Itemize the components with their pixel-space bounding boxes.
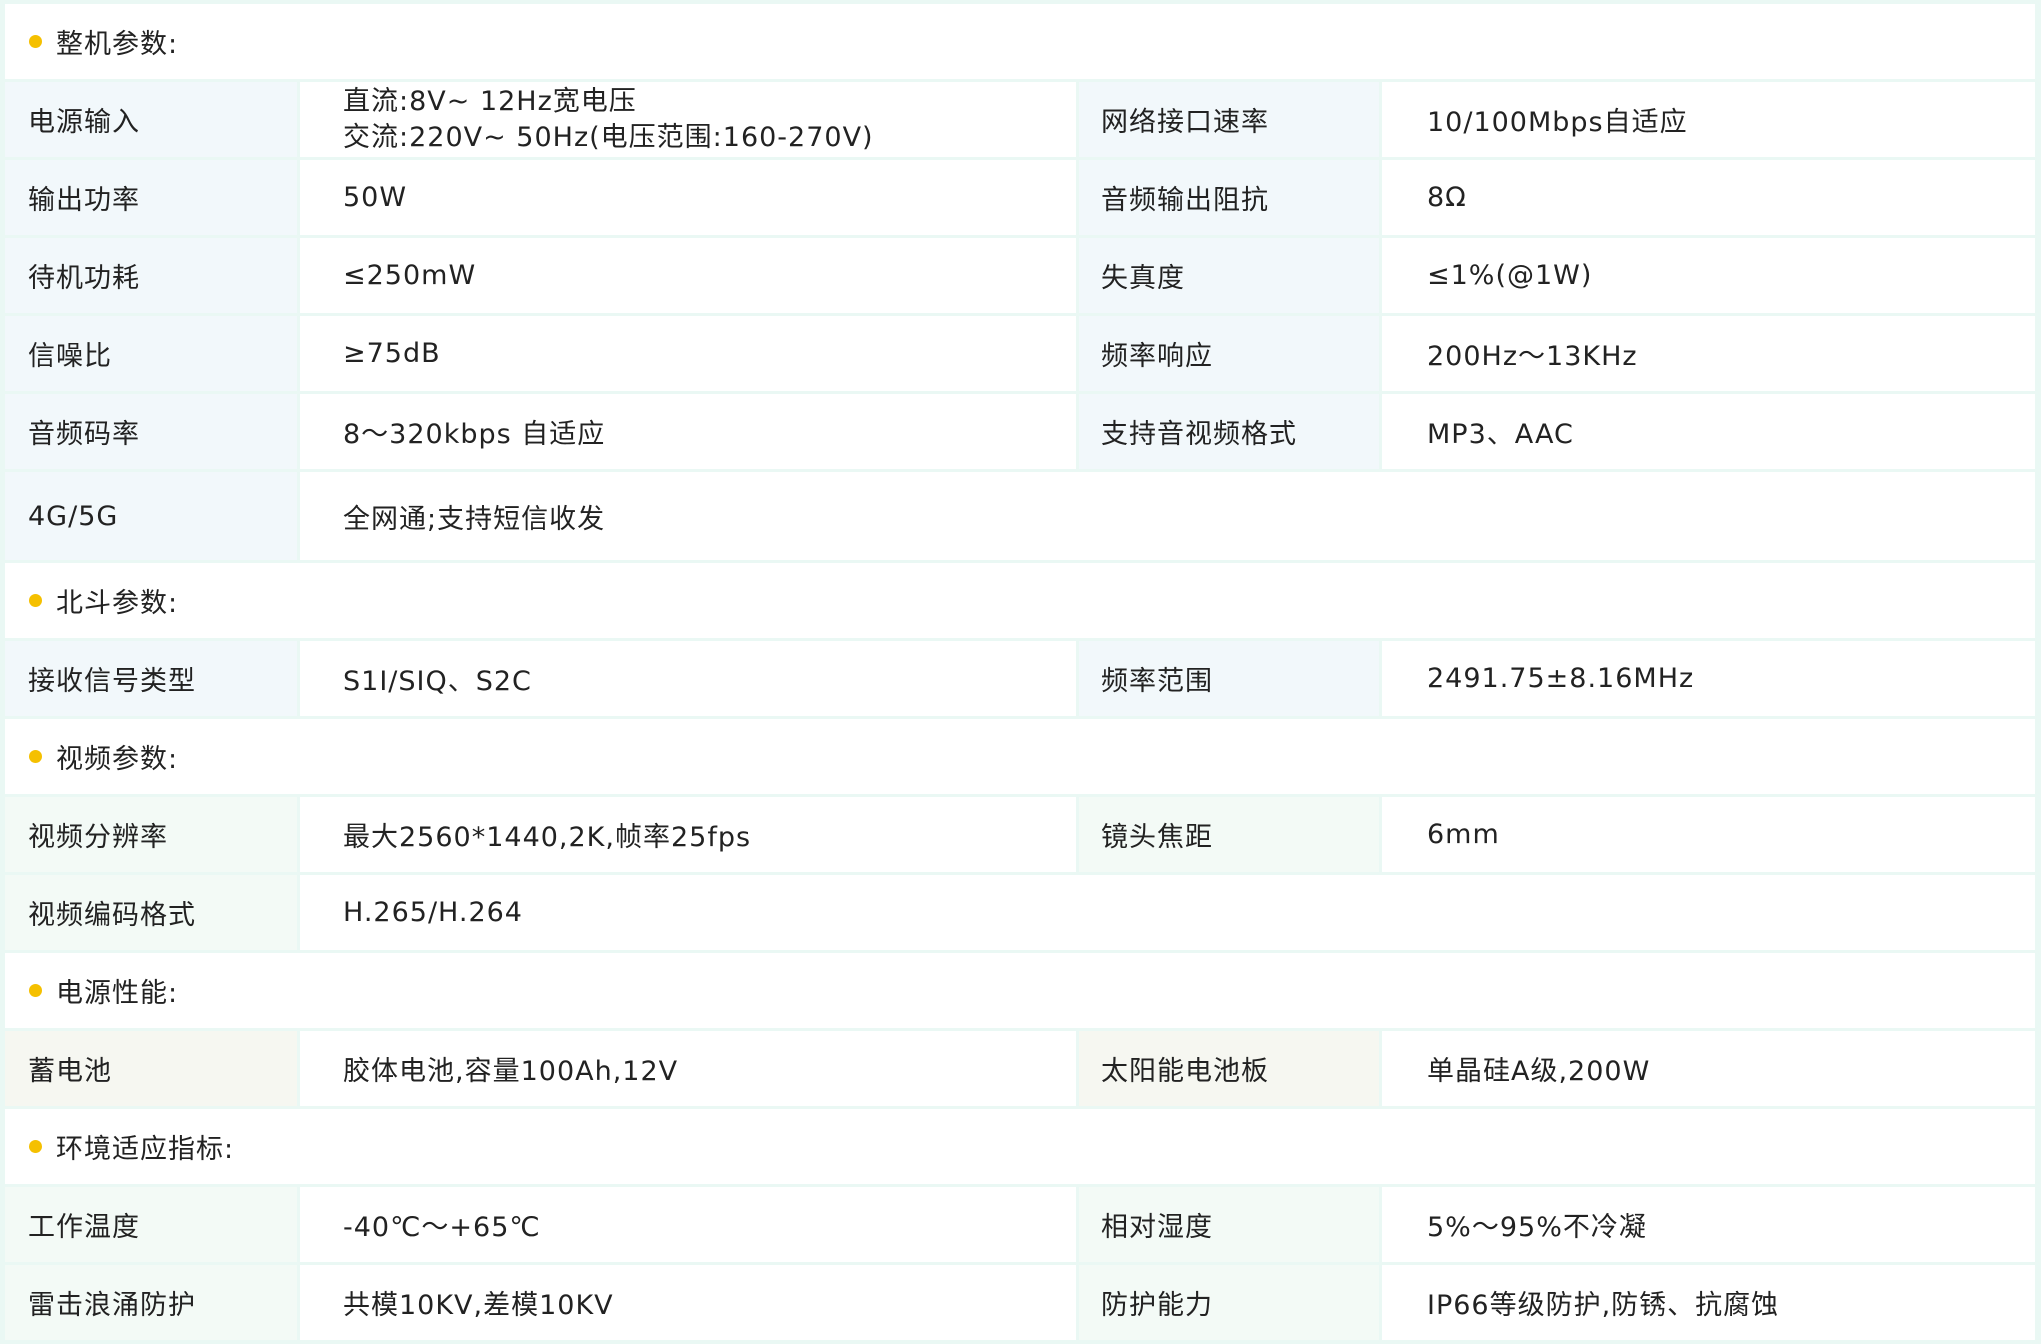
spec-value: -40℃～+65℃ bbox=[300, 1187, 1076, 1262]
spec-value: H.265/H.264 bbox=[300, 875, 2035, 950]
spec-value: IP66等级防护,防锈、抗腐蚀 bbox=[1382, 1265, 2035, 1340]
spec-value-line: 直流:8V~ 12Hz宽电压 bbox=[343, 85, 637, 117]
bullet-dot-icon bbox=[29, 1140, 42, 1153]
bullet-dot-icon bbox=[29, 35, 42, 48]
spec-value: 200Hz～13KHz bbox=[1382, 316, 2035, 391]
spec-row: 接收信号类型 S1I/SIQ、S2C 频率范围 2491.75±8.16MHz bbox=[5, 641, 2035, 716]
spec-label: 频率响应 bbox=[1079, 316, 1379, 391]
spec-value: 8Ω bbox=[1382, 160, 2035, 235]
spec-row: 视频编码格式 H.265/H.264 bbox=[5, 875, 2035, 950]
bullet-dot-icon bbox=[29, 594, 42, 607]
spec-value: 单晶硅A级,200W bbox=[1382, 1031, 2035, 1106]
spec-value-line: S1I/SIQ、S2C bbox=[343, 666, 532, 697]
spec-row: 待机功耗 ≤250mW 失真度 ≤1%(@1W) bbox=[5, 238, 2035, 313]
spec-label: 支持音视频格式 bbox=[1079, 394, 1379, 469]
spec-value-line: ≤250mW bbox=[343, 260, 477, 291]
spec-label: 蓄电池 bbox=[5, 1031, 297, 1106]
spec-value: ≤250mW bbox=[300, 238, 1076, 313]
spec-label: 输出功率 bbox=[5, 160, 297, 235]
spec-row: 工作温度 -40℃～+65℃ 相对湿度 5%～95%不冷凝 bbox=[5, 1187, 2035, 1262]
section-title: 环境适应指标: bbox=[56, 1134, 235, 1165]
spec-row: 输出功率 50W 音频输出阻抗 8Ω bbox=[5, 160, 2035, 235]
spec-value: 6mm bbox=[1382, 797, 2035, 872]
spec-value-line: 50W bbox=[343, 182, 408, 213]
spec-value: 最大2560*1440,2K,帧率25fps bbox=[300, 797, 1076, 872]
spec-row: 信噪比 ≥75dB 频率响应 200Hz～13KHz bbox=[5, 316, 2035, 391]
section-title: 电源性能: bbox=[56, 978, 179, 1009]
bullet-dot-icon bbox=[29, 750, 42, 763]
spec-row: 视频分辨率 最大2560*1440,2K,帧率25fps 镜头焦距 6mm bbox=[5, 797, 2035, 872]
section-title: 视频参数: bbox=[56, 744, 179, 775]
spec-label: 失真度 bbox=[1079, 238, 1379, 313]
spec-value: ≤1%(@1W) bbox=[1382, 238, 2035, 313]
spec-label: 信噪比 bbox=[5, 316, 297, 391]
spec-value-line: 交流:220V~ 50Hz(电压范围:160-270V) bbox=[343, 121, 874, 153]
spec-label: 镜头焦距 bbox=[1079, 797, 1379, 872]
spec-value-line: ≥75dB bbox=[343, 338, 441, 369]
spec-value: 2491.75±8.16MHz bbox=[1382, 641, 2035, 716]
spec-value-line: 最大2560*1440,2K,帧率25fps bbox=[343, 822, 752, 853]
section-header: 北斗参数: bbox=[5, 563, 2035, 638]
spec-label: 待机功耗 bbox=[5, 238, 297, 313]
spec-value: 胶体电池,容量100Ah,12V bbox=[300, 1031, 1076, 1106]
section-header: 环境适应指标: bbox=[5, 1109, 2035, 1184]
spec-value: ≥75dB bbox=[300, 316, 1076, 391]
spec-value-line: 8～320kbps 自适应 bbox=[343, 419, 606, 450]
spec-label: 音频码率 bbox=[5, 394, 297, 469]
section-header: 视频参数: bbox=[5, 719, 2035, 794]
spec-label: 视频编码格式 bbox=[5, 875, 297, 950]
spec-label: 接收信号类型 bbox=[5, 641, 297, 716]
spec-label: 4G/5G bbox=[5, 472, 297, 560]
spec-value-line: 胶体电池,容量100Ah,12V bbox=[343, 1056, 679, 1087]
spec-value: 5%～95%不冷凝 bbox=[1382, 1187, 2035, 1262]
spec-value-line: 全网通;支持短信收发 bbox=[343, 503, 606, 535]
spec-label: 雷击浪涌防护 bbox=[5, 1265, 297, 1340]
spec-value: 50W bbox=[300, 160, 1076, 235]
spec-value: 直流:8V~ 12Hz宽电压交流:220V~ 50Hz(电压范围:160-270… bbox=[300, 82, 1076, 157]
spec-row: 4G/5G 全网通;支持短信收发 bbox=[5, 472, 2035, 560]
spec-label: 相对湿度 bbox=[1079, 1187, 1379, 1262]
spec-value: 全网通;支持短信收发 bbox=[300, 472, 2035, 560]
spec-value: 10/100Mbps自适应 bbox=[1382, 82, 2035, 157]
spec-label: 防护能力 bbox=[1079, 1265, 1379, 1340]
spec-row: 电源输入 直流:8V~ 12Hz宽电压 交流:220V~ 50Hz(电压范围:160… bbox=[5, 82, 2035, 157]
spec-value: 共模10KV,差模10KV bbox=[300, 1265, 1076, 1340]
spec-label: 视频分辨率 bbox=[5, 797, 297, 872]
spec-label: 工作温度 bbox=[5, 1187, 297, 1262]
spec-label: 频率范围 bbox=[1079, 641, 1379, 716]
section-title: 整机参数: bbox=[56, 29, 179, 60]
section-header: 整机参数: bbox=[5, 4, 2035, 79]
spec-label: 音频输出阻抗 bbox=[1079, 160, 1379, 235]
spec-value: MP3、AAC bbox=[1382, 394, 2035, 469]
spec-value: S1I/SIQ、S2C bbox=[300, 641, 1076, 716]
spec-value-line: -40℃～+65℃ bbox=[343, 1212, 541, 1243]
spec-label: 电源输入 bbox=[5, 82, 297, 157]
section-header: 电源性能: bbox=[5, 953, 2035, 1028]
spec-row: 音频码率 8～320kbps 自适应 支持音视频格式 MP3、AAC bbox=[5, 394, 2035, 469]
spec-label: 太阳能电池板 bbox=[1079, 1031, 1379, 1106]
spec-table: 整机参数: 电源输入 直流:8V~ 12Hz宽电压 交流:220V~ 50Hz(电压范… bbox=[5, 4, 2035, 1343]
spec-label: 网络接口速率 bbox=[1079, 82, 1379, 157]
spec-value: 8～320kbps 自适应 bbox=[300, 394, 1076, 469]
spec-value-line: H.265/H.264 bbox=[343, 897, 523, 928]
spec-value-line: 共模10KV,差模10KV bbox=[343, 1290, 614, 1321]
spec-row: 蓄电池 胶体电池,容量100Ah,12V 太阳能电池板 单晶硅A级,200W bbox=[5, 1031, 2035, 1106]
bullet-dot-icon bbox=[29, 984, 42, 997]
section-title: 北斗参数: bbox=[56, 588, 179, 619]
spec-row: 雷击浪涌防护 共模10KV,差模10KV 防护能力 IP66等级防护,防锈、抗腐蚀 bbox=[5, 1265, 2035, 1340]
